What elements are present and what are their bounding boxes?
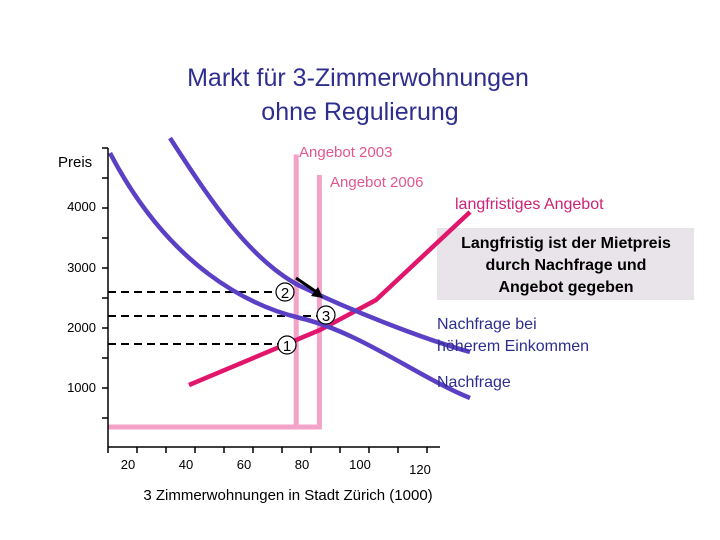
y-axis-label: Preis xyxy=(58,154,92,171)
supply-2003-label: Angebot 2003 xyxy=(299,144,392,161)
point-1: 1 xyxy=(277,335,297,355)
point-2-label: 2 xyxy=(281,285,289,302)
chart-title-line-2: ohne Regulierung xyxy=(261,98,458,126)
supply-2006-line xyxy=(296,175,322,430)
y-axis-ticks xyxy=(102,147,108,419)
point-3: 3 xyxy=(316,305,336,325)
demand-label: Nachfrage xyxy=(437,374,511,391)
point-1-label: 1 xyxy=(283,338,291,355)
y-tick-label-3000: 3000 xyxy=(67,260,96,275)
note-text: Langfristig ist der Mietpreis durch Nach… xyxy=(461,235,671,296)
x-tick-label-40: 40 xyxy=(179,457,193,472)
y-tick-label-2000: 2000 xyxy=(67,320,96,335)
demand-higher-income-label-line-2: höherem Einkommen xyxy=(437,338,589,355)
long-run-supply-label: langfristiges Angebot xyxy=(455,196,604,213)
point-2: 2 xyxy=(275,282,295,302)
chart-title-line-1: Markt für 3-Zimmerwohnungen xyxy=(187,64,529,92)
point-3-label: 3 xyxy=(322,308,330,325)
note-line-1: Langfristig ist der Mietpreis xyxy=(461,235,671,252)
note-box xyxy=(437,228,694,300)
x-axis-label: 3 Zimmerwohnungen in Stadt Zürich (1000) xyxy=(143,487,432,504)
y-tick-label-1000: 1000 xyxy=(67,380,96,395)
supply-2006-label: Angebot 2006 xyxy=(330,174,423,191)
x-tick-label-60: 60 xyxy=(237,457,251,472)
note-line-3: Angebot gegeben xyxy=(498,279,633,296)
x-axis-ticks xyxy=(107,447,428,453)
shift-arrow-head xyxy=(311,287,323,298)
long-run-supply-line xyxy=(188,210,472,388)
demand-line xyxy=(108,151,471,401)
demand-higher-income-line xyxy=(168,136,471,355)
shift-arrow xyxy=(295,276,319,295)
note-line-2: durch Nachfrage und xyxy=(486,257,647,274)
x-tick-label-120: 120 xyxy=(409,462,431,477)
demand-higher-income-label-line-1: Nachfrage bei xyxy=(437,316,537,333)
y-tick-label-4000: 4000 xyxy=(67,199,96,214)
x-tick-label-80: 80 xyxy=(295,457,309,472)
x-tick-label-20: 20 xyxy=(121,457,135,472)
x-tick-label-100: 100 xyxy=(349,457,371,472)
